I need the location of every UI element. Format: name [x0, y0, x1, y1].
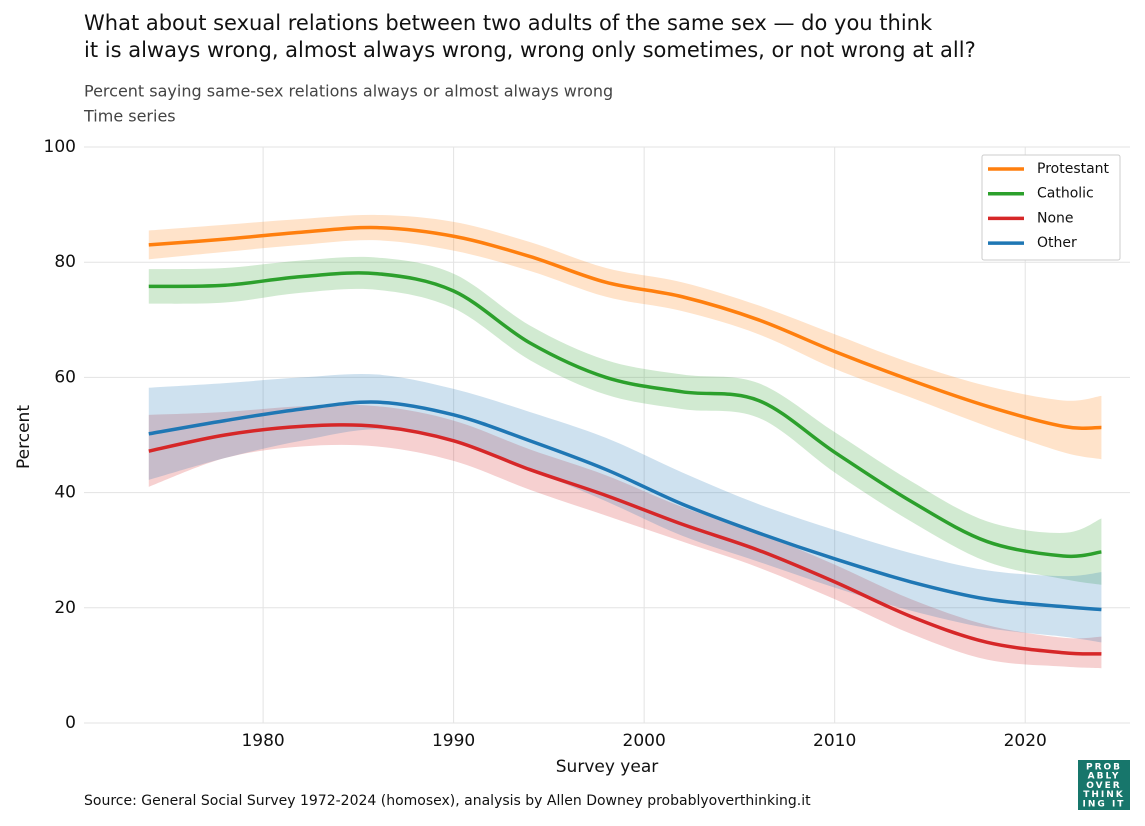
- legend-label: Other: [1037, 235, 1077, 251]
- confidence-band: [148, 256, 1102, 585]
- confidence-band: [148, 373, 1102, 643]
- x-axis-label: Survey year: [556, 757, 658, 777]
- logo-text: OVER: [1086, 781, 1121, 791]
- confidence-band: [148, 404, 1102, 669]
- logo: [1078, 760, 1130, 810]
- source: Source: General Social Survey 1972-2024 …: [84, 793, 811, 809]
- logo-text: ABLY: [1088, 772, 1121, 782]
- logo-text: THINK: [1083, 790, 1125, 800]
- subtitle: Percent saying same-sex relations always…: [84, 82, 613, 101]
- chart-title: it is always wrong, almost always wrong,…: [84, 38, 976, 62]
- legend-label: None: [1037, 210, 1074, 226]
- logo-text: ING IT: [1083, 799, 1126, 809]
- x-tick-label: 2000: [623, 731, 666, 751]
- series-line: [148, 225, 1102, 430]
- legend-label: Catholic: [1037, 186, 1094, 202]
- y-tick-label: 20: [54, 598, 76, 618]
- series-line: [148, 400, 1102, 612]
- x-tick-label: 1990: [432, 731, 475, 751]
- series-line: [148, 423, 1102, 656]
- legend-label: Protestant: [1037, 161, 1110, 177]
- x-tick-label: 1980: [241, 731, 284, 751]
- subtitle: Time series: [83, 107, 176, 126]
- x-tick-label: 2020: [1004, 731, 1047, 751]
- logo-text: PROB: [1086, 763, 1122, 773]
- chart-title: What about sexual relations between two …: [84, 11, 933, 35]
- y-tick-label: 100: [44, 137, 76, 157]
- y-axis-label: Percent: [14, 405, 34, 469]
- y-tick-label: 40: [54, 483, 76, 503]
- y-tick-label: 80: [54, 252, 76, 272]
- confidence-band: [148, 214, 1102, 460]
- x-tick-label: 2010: [813, 731, 856, 751]
- y-tick-label: 60: [54, 367, 76, 387]
- series-line: [148, 271, 1102, 559]
- y-tick-label: 0: [65, 713, 76, 733]
- legend-box: [981, 154, 1121, 261]
